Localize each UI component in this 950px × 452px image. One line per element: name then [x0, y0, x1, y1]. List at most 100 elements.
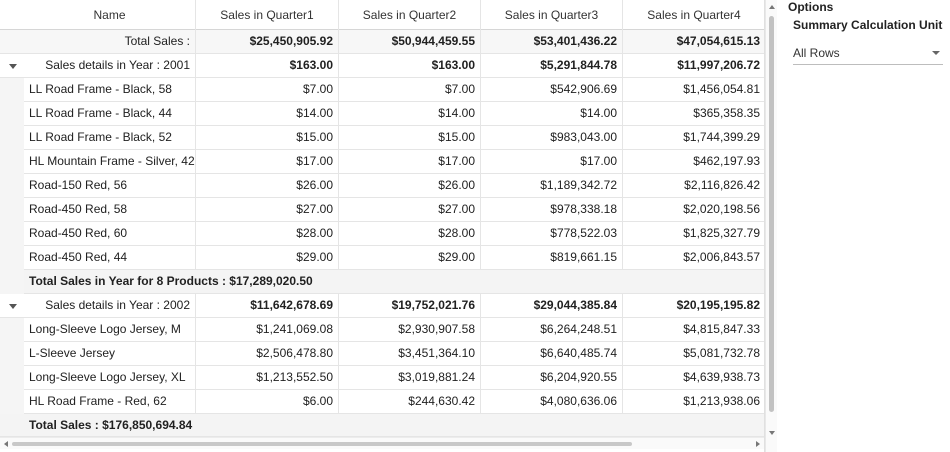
- cell-q1: $29.00: [196, 246, 339, 269]
- cell-q1: $15.00: [196, 126, 339, 149]
- cell-q3: $6,204,920.55: [481, 366, 623, 389]
- table-row[interactable]: HL Road Frame - Red, 62 $6.00 $244,630.4…: [0, 390, 764, 414]
- group-expander[interactable]: [0, 294, 24, 318]
- cell-q3: $17.00: [481, 150, 623, 173]
- table-row[interactable]: HL Mountain Frame - Silver, 42 $17.00 $1…: [0, 150, 764, 174]
- cell-q3: $542,906.69: [481, 78, 623, 101]
- scroll-left-icon[interactable]: [4, 441, 8, 447]
- cell-q3: $978,338.18: [481, 198, 623, 221]
- cell-q3: $4,080,636.06: [481, 390, 623, 413]
- column-header-q2[interactable]: Sales in Quarter2: [339, 0, 481, 30]
- product-name: LL Road Frame - Black, 52: [24, 126, 196, 149]
- cell-q2: $27.00: [339, 198, 481, 221]
- cell-q2: $2,930,907.58: [339, 318, 481, 341]
- group-value-q2: $163.00: [339, 54, 481, 77]
- table-row[interactable]: Road-450 Red, 44 $29.00 $29.00 $819,661.…: [0, 246, 764, 270]
- cell-q2: $26.00: [339, 174, 481, 197]
- group-value-q3: $5,291,844.78: [481, 54, 623, 77]
- group-caption-label: Sales details in Year : 2001: [24, 54, 196, 77]
- cell-q4: $1,744,399.29: [683, 130, 760, 144]
- table-row[interactable]: Road-450 Red, 58 $27.00 $27.00 $978,338.…: [0, 198, 764, 222]
- cell-q1: $14.00: [196, 102, 339, 125]
- total-sales-q3: $53,401,436.22: [481, 30, 623, 53]
- table-row[interactable]: L-Sleeve Jersey $2,506,478.80 $3,451,364…: [0, 342, 764, 366]
- total-sales-q1: $25,450,905.92: [196, 30, 339, 53]
- group-expander[interactable]: [0, 54, 24, 78]
- table-row[interactable]: Road-450 Red, 60 $28.00 $28.00 $778,522.…: [0, 222, 764, 246]
- product-name: Road-150 Red, 56: [24, 174, 196, 197]
- vertical-scroll-thumb[interactable]: [769, 16, 774, 412]
- product-name: LL Road Frame - Black, 44: [24, 102, 196, 125]
- total-sales-q2: $50,944,459.55: [339, 30, 481, 53]
- cell-q2: $14.00: [339, 102, 481, 125]
- group-caption-row-2001[interactable]: Sales details in Year : 2001 $163.00 $16…: [0, 54, 764, 78]
- chevron-down-icon[interactable]: [9, 64, 17, 69]
- group-value-q2: $19,752,021.76: [339, 294, 481, 317]
- group-caption-row-2002[interactable]: Sales details in Year : 2002 $11,642,678…: [0, 294, 764, 318]
- cell-q1: $6.00: [196, 390, 339, 413]
- group-summary-text: Total Sales in Year for 8 Products : $17…: [29, 274, 313, 288]
- table-row[interactable]: Long-Sleeve Logo Jersey, M $1,241,069.08…: [0, 318, 764, 342]
- dropdown-selected-value: All Rows: [793, 46, 840, 60]
- table-row[interactable]: Road-150 Red, 56 $26.00 $26.00 $1,189,34…: [0, 174, 764, 198]
- cell-q4: $2,116,826.42: [684, 178, 760, 192]
- cell-q3: $819,661.15: [481, 246, 623, 269]
- product-name: Road-450 Red, 58: [24, 198, 196, 221]
- product-name: Long-Sleeve Logo Jersey, XL: [24, 366, 196, 389]
- table-row[interactable]: LL Road Frame - Black, 52 $15.00 $15.00 …: [0, 126, 764, 150]
- column-header-q3[interactable]: Sales in Quarter3: [481, 0, 623, 30]
- cell-q1: $27.00: [196, 198, 339, 221]
- chevron-down-icon[interactable]: [932, 51, 940, 55]
- product-name: LL Road Frame - Black, 58: [24, 78, 196, 101]
- scroll-up-icon[interactable]: [769, 5, 775, 9]
- scroll-right-icon[interactable]: [756, 441, 760, 447]
- product-name: Road-450 Red, 44: [24, 246, 196, 269]
- cell-q2: $17.00: [339, 150, 481, 173]
- group-value-q4: $11,997,206.72: [677, 58, 760, 72]
- table-row[interactable]: Long-Sleeve Logo Jersey, XL $1,213,552.5…: [0, 366, 764, 390]
- scroll-down-icon[interactable]: [769, 431, 775, 435]
- column-header-q4[interactable]: Sales in Quarter4: [647, 8, 741, 22]
- product-name: Road-450 Red, 60: [24, 222, 196, 245]
- group-summary-row: Total Sales in Year for 8 Products : $17…: [0, 270, 764, 294]
- cell-q1: $17.00: [196, 150, 339, 173]
- column-header-name[interactable]: Name: [24, 0, 196, 30]
- horizontal-scrollbar[interactable]: [0, 437, 764, 449]
- chevron-down-icon[interactable]: [9, 304, 17, 309]
- table-row[interactable]: LL Road Frame - Black, 44 $14.00 $14.00 …: [0, 102, 764, 126]
- cell-q1: $2,506,478.80: [196, 342, 339, 365]
- grand-summary-text: Total Sales : $176,850,694.84: [29, 418, 193, 432]
- product-name: HL Road Frame - Red, 62: [24, 390, 196, 413]
- cell-q2: $3,451,364.10: [339, 342, 481, 365]
- product-name: Long-Sleeve Logo Jersey, M: [24, 318, 196, 341]
- cell-q2: $244,630.42: [339, 390, 481, 413]
- product-name: L-Sleeve Jersey: [24, 342, 196, 365]
- options-title: Options: [788, 0, 834, 14]
- cell-q1: $1,213,552.50: [196, 366, 339, 389]
- total-sales-row: Total Sales : $25,450,905.92 $50,944,459…: [0, 30, 764, 54]
- cell-q1: $28.00: [196, 222, 339, 245]
- cell-q1: $7.00: [196, 78, 339, 101]
- horizontal-scroll-thumb[interactable]: [12, 442, 632, 446]
- cell-q4: $4,815,847.33: [683, 322, 760, 336]
- summary-calculation-unit-dropdown[interactable]: All Rows: [793, 41, 943, 65]
- cell-q3: $6,264,248.51: [481, 318, 623, 341]
- group-value-q3: $29,044,385.84: [481, 294, 623, 317]
- grand-summary-row: Total Sales : $176,850,694.84: [0, 414, 764, 437]
- cell-q2: $29.00: [339, 246, 481, 269]
- cell-q4: $2,020,198.56: [683, 202, 760, 216]
- total-sales-label: Total Sales :: [24, 30, 196, 53]
- vertical-scrollbar[interactable]: [765, 0, 777, 452]
- group-value-q4: $20,195,195.82: [676, 298, 760, 312]
- cell-q2: $28.00: [339, 222, 481, 245]
- cell-q3: $778,522.03: [481, 222, 623, 245]
- column-header-q1[interactable]: Sales in Quarter1: [196, 0, 339, 30]
- product-name: HL Mountain Frame - Silver, 42: [24, 150, 196, 173]
- cell-q3: $1,189,342.72: [481, 174, 623, 197]
- total-sales-q4: $47,054,615.13: [676, 34, 760, 48]
- cell-q1: $1,241,069.08: [196, 318, 339, 341]
- cell-q3: $6,640,485.74: [481, 342, 623, 365]
- cell-q4: $1,213,938.06: [683, 394, 760, 408]
- data-grid[interactable]: Name Sales in Quarter1 Sales in Quarter2…: [0, 0, 765, 452]
- table-row[interactable]: LL Road Frame - Black, 58 $7.00 $7.00 $5…: [0, 78, 764, 102]
